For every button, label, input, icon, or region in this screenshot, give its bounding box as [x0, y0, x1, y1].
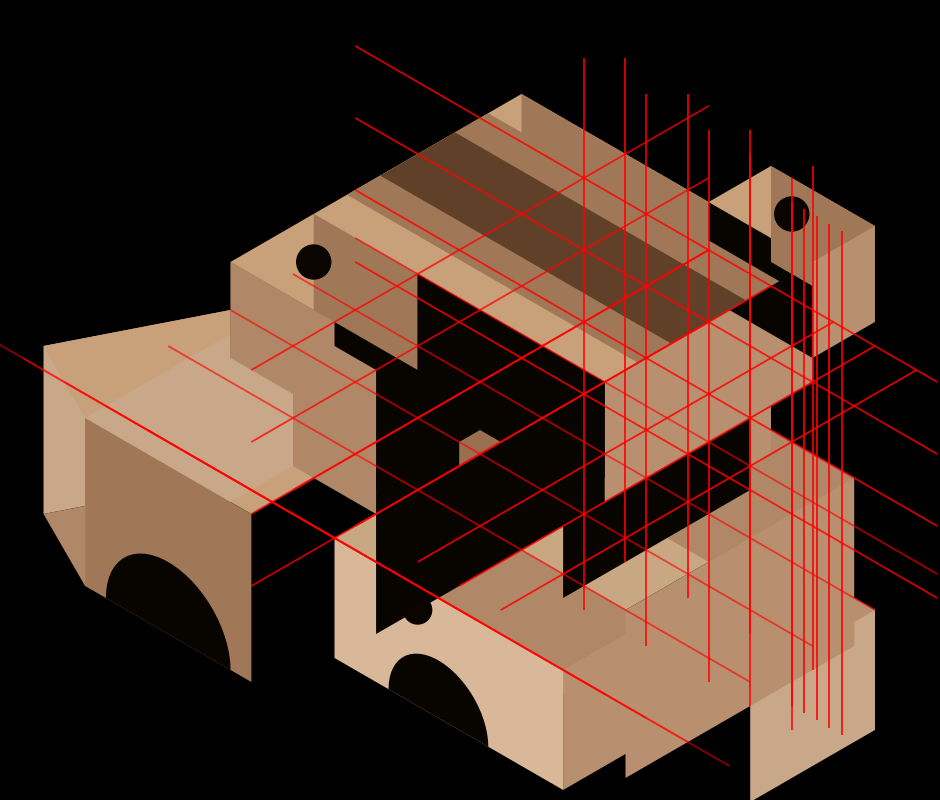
Polygon shape: [791, 562, 875, 730]
Polygon shape: [575, 278, 654, 450]
Polygon shape: [381, 132, 746, 344]
Polygon shape: [230, 262, 335, 418]
Polygon shape: [460, 274, 625, 466]
Circle shape: [297, 245, 331, 279]
Polygon shape: [709, 202, 812, 358]
Polygon shape: [314, 94, 812, 382]
Polygon shape: [106, 554, 230, 670]
Polygon shape: [86, 418, 251, 682]
Polygon shape: [522, 94, 812, 382]
Circle shape: [780, 202, 804, 226]
Circle shape: [403, 596, 431, 624]
Polygon shape: [293, 298, 460, 562]
Circle shape: [654, 357, 680, 383]
Polygon shape: [812, 226, 875, 358]
Polygon shape: [563, 622, 647, 790]
Circle shape: [302, 250, 326, 274]
Circle shape: [775, 197, 808, 231]
Polygon shape: [388, 654, 488, 747]
Polygon shape: [604, 358, 771, 550]
Circle shape: [659, 362, 675, 378]
Polygon shape: [397, 358, 438, 430]
Polygon shape: [750, 610, 875, 800]
Polygon shape: [335, 490, 647, 670]
Polygon shape: [43, 298, 293, 418]
Polygon shape: [347, 113, 779, 362]
Polygon shape: [604, 334, 854, 646]
Polygon shape: [376, 334, 604, 634]
Polygon shape: [625, 478, 854, 778]
Polygon shape: [417, 274, 604, 478]
Polygon shape: [709, 166, 875, 262]
Polygon shape: [43, 298, 293, 514]
Polygon shape: [667, 562, 875, 682]
Polygon shape: [376, 238, 563, 490]
Polygon shape: [230, 214, 417, 322]
Polygon shape: [314, 214, 812, 502]
Polygon shape: [604, 262, 812, 502]
Polygon shape: [335, 538, 563, 790]
Polygon shape: [314, 214, 417, 370]
Polygon shape: [563, 238, 750, 490]
Polygon shape: [314, 94, 522, 334]
Polygon shape: [86, 298, 460, 514]
Polygon shape: [86, 298, 293, 586]
Polygon shape: [771, 166, 875, 322]
Polygon shape: [417, 490, 647, 742]
Polygon shape: [563, 346, 750, 598]
Polygon shape: [230, 214, 314, 358]
Polygon shape: [376, 334, 854, 610]
Polygon shape: [460, 274, 771, 454]
Polygon shape: [625, 274, 771, 454]
Polygon shape: [376, 238, 750, 454]
Circle shape: [409, 601, 427, 619]
Polygon shape: [43, 466, 293, 586]
